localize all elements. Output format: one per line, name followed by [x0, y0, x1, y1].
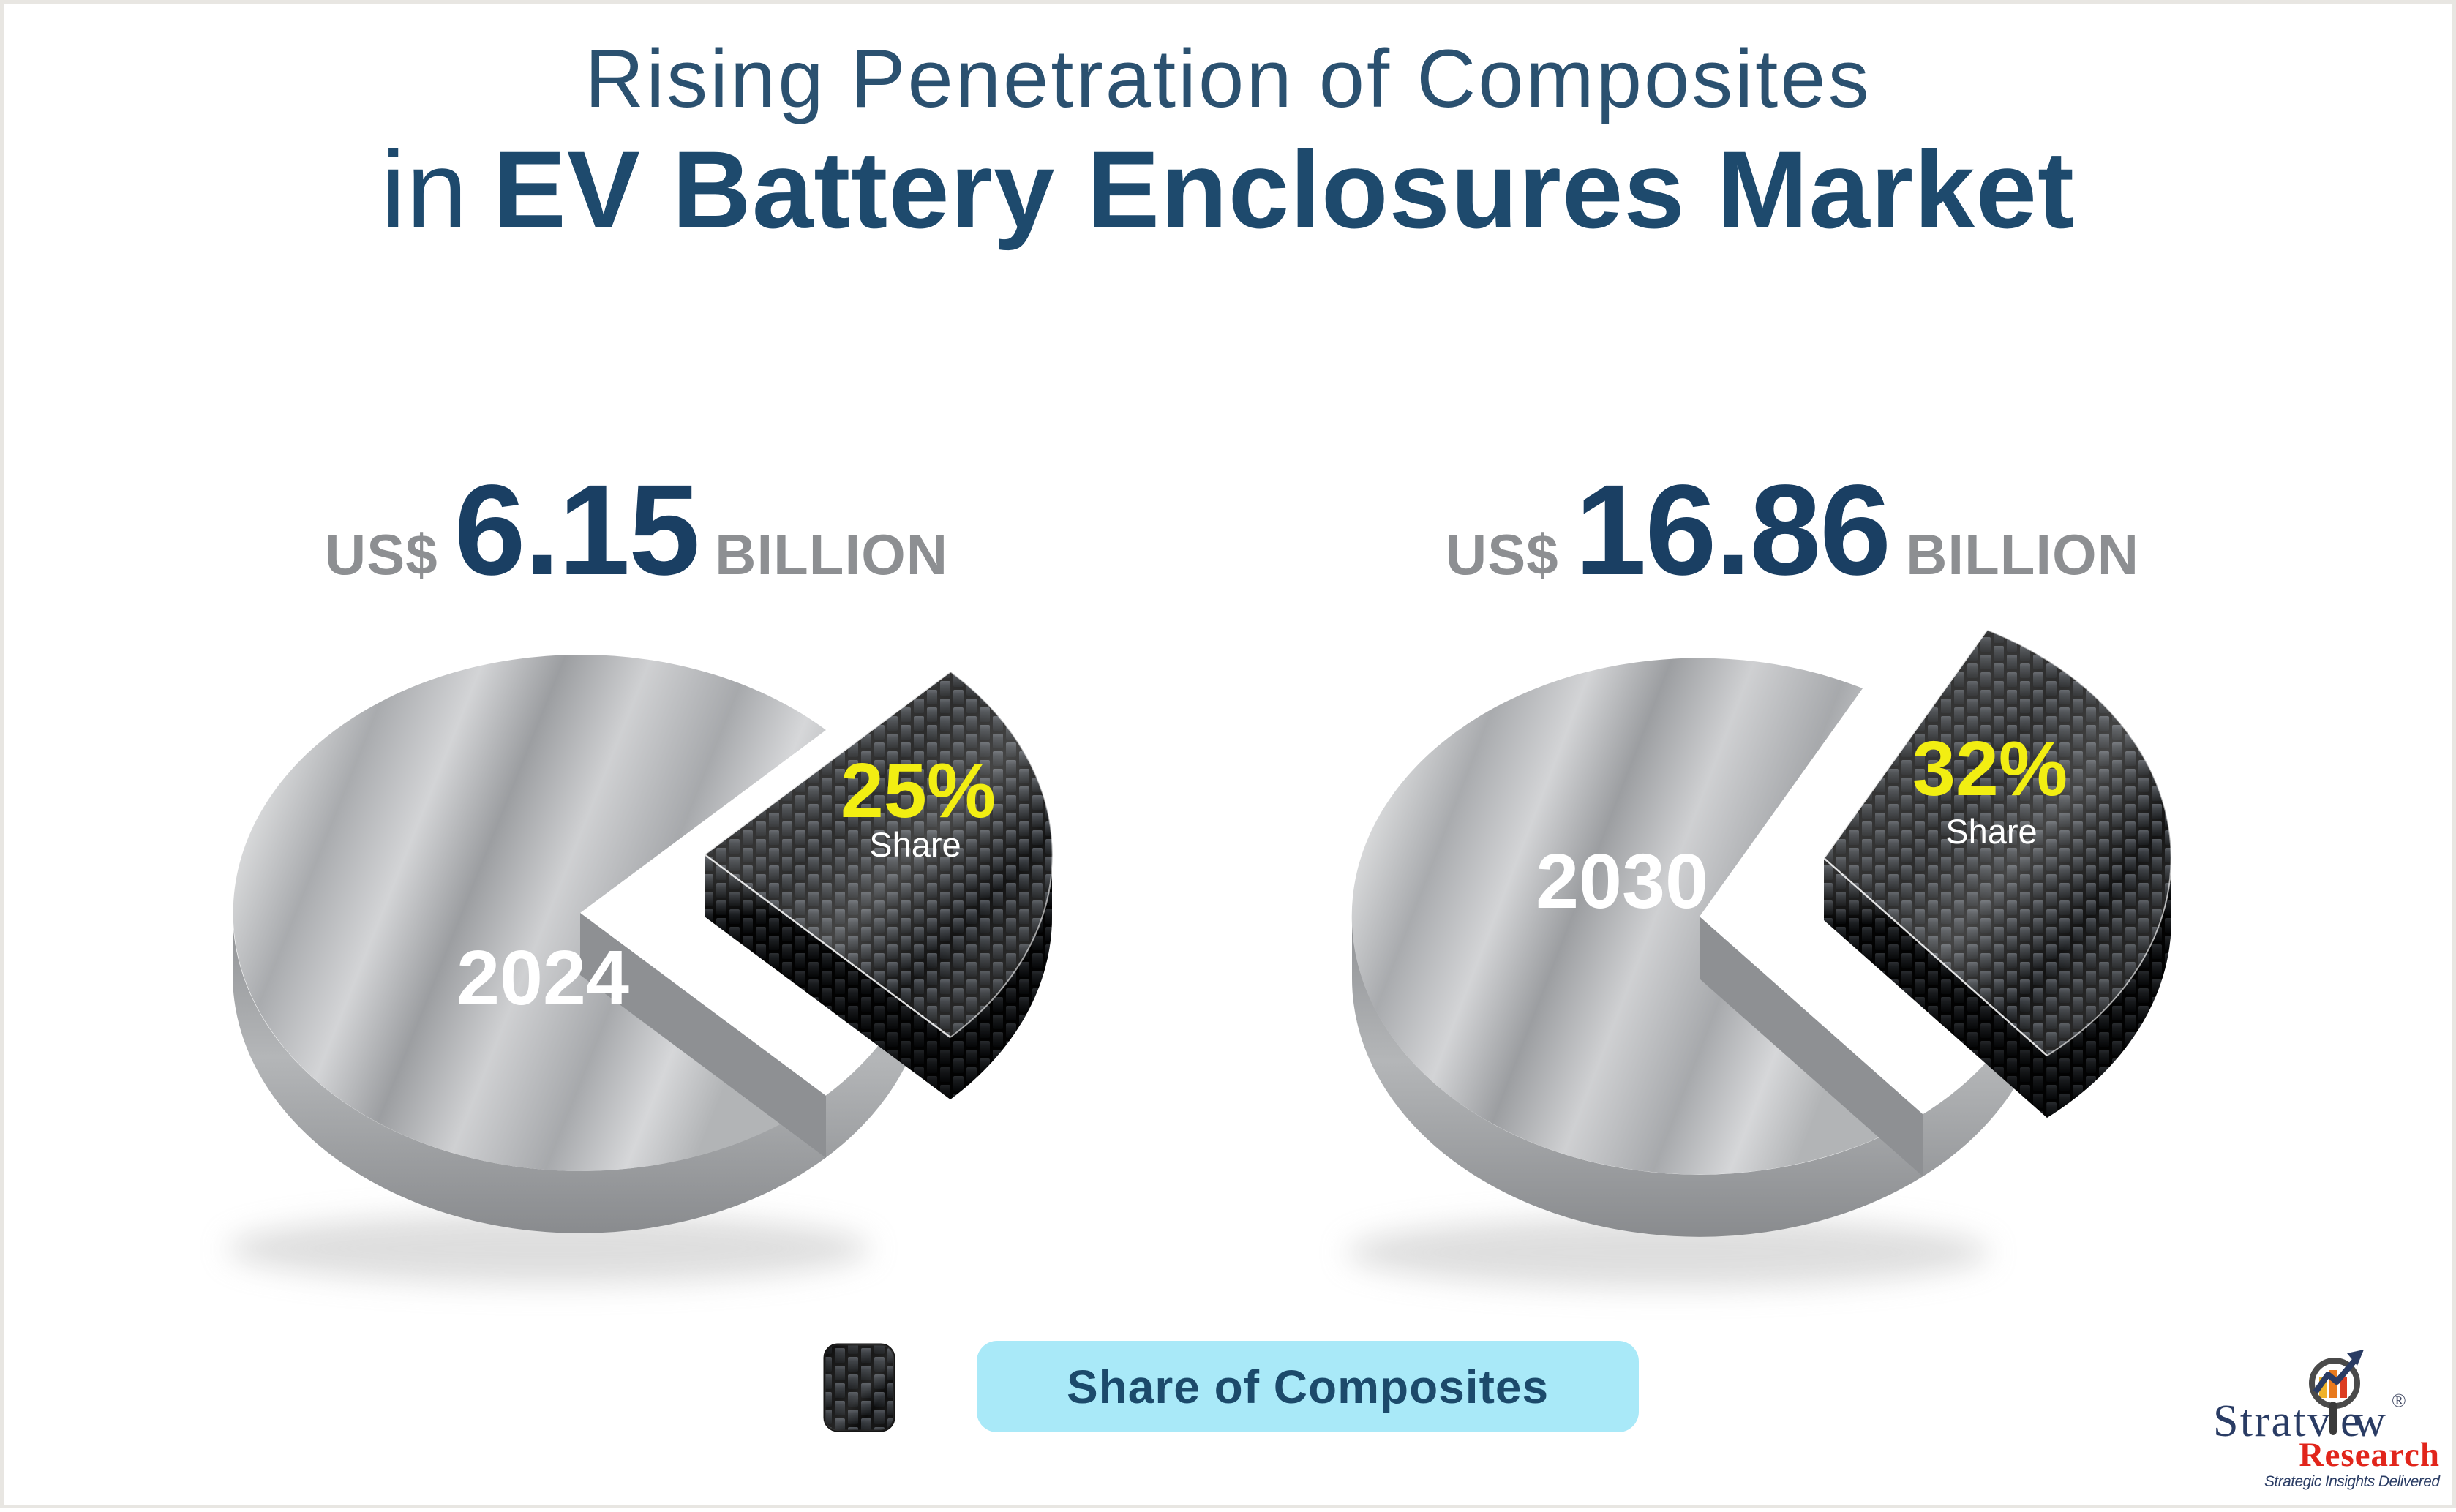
pie-2030-share-caption: Share	[1945, 812, 2037, 851]
market-size-2030: US$ 16.86 BILLION	[1368, 466, 2217, 595]
bar-red	[2340, 1377, 2347, 1398]
legend-carbon-swatch	[823, 1343, 895, 1432]
pie-2024: 2024 25% Share	[227, 654, 1054, 1284]
pie-2024-ground-shadow	[227, 1214, 871, 1284]
legend-label: Share of Composites	[1066, 1360, 1550, 1413]
title-main: EV Battery Enclosures Market	[492, 128, 2075, 251]
market-value: 16.86	[1574, 459, 1891, 602]
title-prefix: in	[381, 128, 468, 251]
bar-gold	[2319, 1377, 2327, 1398]
pie-2024-share-pct: 25%	[841, 748, 996, 834]
growth-arrow	[2313, 1356, 2359, 1394]
pie-2024-share-caption: Share	[869, 825, 961, 864]
currency-label: US$	[324, 522, 438, 587]
legend-pill: Share of Composites	[977, 1341, 1639, 1432]
pie-2024-slice-composites	[702, 670, 1054, 1099]
magnifier-growth-icon	[2309, 1350, 2364, 1435]
market-value: 6.15	[454, 459, 701, 602]
arrow-head	[2347, 1350, 2364, 1366]
pie-2030: 2030 32% Share	[1346, 629, 2172, 1287]
market-size-2024: US$ 6.15 BILLION	[212, 466, 1061, 595]
pie-charts-scene: 2024 25% Share 2030 32% Share Str	[227, 629, 2441, 1490]
logo-subname: Research	[2299, 1436, 2440, 1474]
unit-label: BILLION	[1906, 522, 2140, 587]
wedge-arc-face	[950, 854, 1053, 1099]
pie-2024-notch-inner-face	[580, 913, 826, 1158]
page-title-line2: in EV Battery Enclosures Market	[4, 127, 2452, 253]
logo-name-part1: Stratv	[2213, 1396, 2330, 1446]
pie-2030-disc-side	[1352, 917, 2047, 1237]
pie-2030-slice-composites	[1822, 629, 2172, 1118]
wedge-arc-face	[2047, 858, 2171, 1118]
pie-2030-year-label: 2030	[1536, 838, 1708, 925]
logo-tagline: Strategic Insights Delivered	[2264, 1473, 2441, 1490]
page-title-line1: Rising Penetration of Composites	[585, 33, 1871, 124]
pie-2030-notch-inner-face	[1700, 917, 1923, 1176]
unit-label: BILLION	[715, 522, 949, 587]
pie-2030-ground-shadow	[1346, 1217, 1990, 1287]
currency-label: US$	[1445, 522, 1559, 587]
pie-2030-share-pct: 32%	[1912, 726, 2068, 812]
pie-2024-disc-side	[233, 913, 928, 1233]
pie-2024-year-label: 2024	[457, 935, 629, 1021]
bar-orange	[2329, 1370, 2337, 1398]
registered-mark: ®	[2392, 1390, 2406, 1411]
stratview-research-logo: Stratv ew ® Research Strategic Insights …	[2213, 1350, 2441, 1490]
